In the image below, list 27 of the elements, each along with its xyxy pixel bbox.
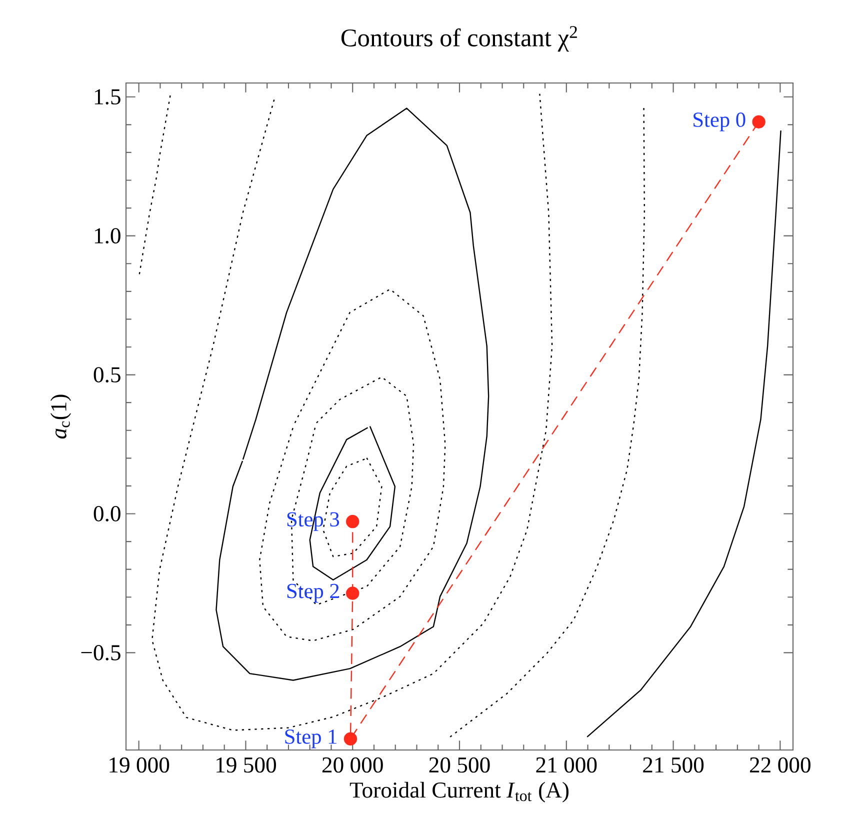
- y-tick-label: −0.5: [81, 645, 120, 660]
- chart-title: Contours of constant χ$^{2}$: [341, 26, 577, 52]
- y-tick-label: 1.5: [94, 89, 120, 105]
- y-tick-label: 1.0: [94, 228, 120, 244]
- x-tick-label: 20 500: [429, 757, 490, 773]
- point: [752, 115, 766, 128]
- y-tick-label: 0.0: [94, 506, 120, 522]
- x-tick-label: 19 000: [110, 757, 170, 773]
- line-series: [322, 457, 382, 558]
- x-axis-title: Toroidal Current I$_{tot}$ (A): [350, 782, 569, 802]
- annotation: Step 2: [287, 584, 339, 603]
- line-series: [151, 93, 553, 731]
- x-tick-label: 21 000: [536, 757, 597, 773]
- line-series: [586, 130, 782, 738]
- y-axis-title: a$_{c}$(1): [50, 394, 72, 439]
- point: [346, 586, 360, 600]
- line-series: [259, 288, 446, 642]
- line-series: [216, 108, 490, 681]
- annotation: Step 0: [694, 112, 746, 132]
- x-tick-label: 20 000: [322, 757, 383, 773]
- point: [344, 732, 358, 746]
- annotation: Step 1: [285, 730, 336, 748]
- x-tick-label: 22 000: [750, 757, 810, 773]
- x-tick-label: 21 500: [643, 757, 704, 773]
- x-tick-label: 19 500: [216, 757, 276, 773]
- y-tick-label: 0.5: [94, 367, 120, 382]
- point: [346, 514, 360, 528]
